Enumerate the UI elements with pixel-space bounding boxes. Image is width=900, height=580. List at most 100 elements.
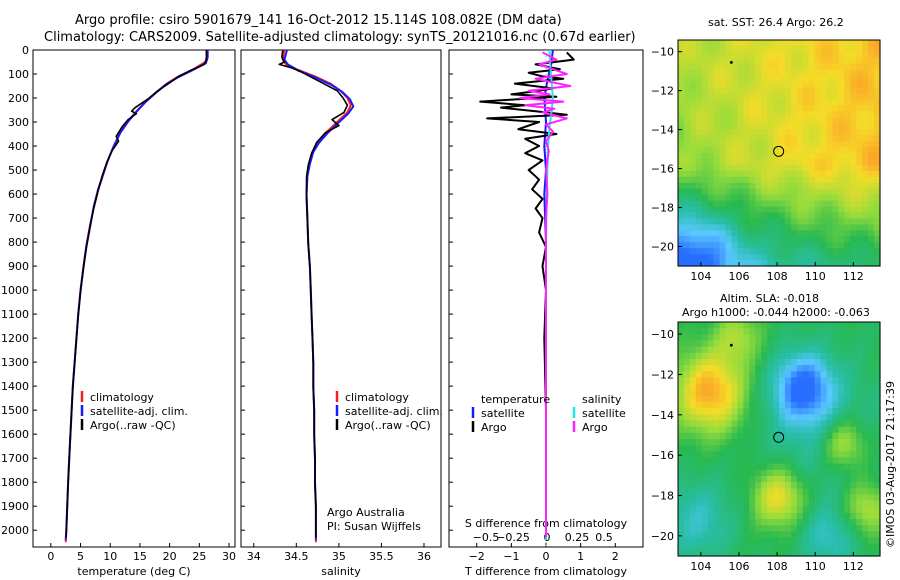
heatmap-cell — [856, 194, 863, 202]
heatmap-cell — [725, 352, 733, 360]
heatmap-cell — [796, 525, 804, 532]
heatmap-cell — [868, 254, 875, 261]
heatmap-cell — [767, 45, 774, 53]
heatmap-cell — [850, 254, 857, 261]
heatmap-cell — [731, 463, 739, 471]
heatmap-cell — [755, 141, 762, 148]
heatmap-cell — [683, 158, 691, 166]
heatmap-cell — [802, 519, 810, 526]
heatmap-cell — [767, 395, 774, 403]
heatmap-cell — [838, 188, 845, 196]
heatmap-cell — [838, 426, 845, 434]
heatmap-cell — [790, 135, 798, 142]
heatmap-cell — [862, 63, 869, 71]
heatmap-cell — [713, 153, 721, 160]
sst-map-panel: 104 106 108 110 112−10−12−14−16−18−20 — [651, 39, 881, 283]
heatmap-cell — [689, 224, 697, 231]
heatmap-cell — [695, 426, 703, 434]
heatmap-cell — [749, 352, 756, 360]
heatmap-cell — [850, 365, 857, 372]
heatmap-cell — [868, 432, 875, 440]
heatmap-cell — [784, 389, 792, 397]
heatmap-cell — [761, 51, 768, 59]
heatmap-cell — [808, 383, 816, 391]
heatmap-cell — [695, 260, 703, 267]
heatmap-cell — [713, 328, 721, 335]
heatmap-cell — [701, 506, 709, 514]
heatmap-cell — [713, 105, 721, 112]
heatmap-cell — [749, 230, 756, 237]
heatmap-cell — [838, 153, 845, 160]
heatmap-cell — [695, 525, 703, 532]
heatmap-cell — [832, 494, 840, 502]
heatmap-cell — [832, 377, 840, 385]
heatmap-cell — [874, 248, 881, 255]
heatmap-cell — [868, 340, 875, 348]
heatmap-cell — [683, 383, 691, 391]
heatmap-cell — [683, 537, 691, 545]
heatmap-cell — [802, 512, 810, 520]
heatmap-cell — [820, 371, 828, 379]
heatmap-cell — [784, 230, 792, 237]
heatmap-cell — [844, 147, 851, 154]
heatmap-cell — [731, 45, 739, 53]
heatmap-cell — [874, 81, 881, 89]
heatmap-cell — [868, 182, 875, 190]
heatmap-cell — [761, 463, 768, 471]
heatmap-cell — [683, 334, 691, 342]
heatmap-cell — [678, 482, 685, 489]
heatmap-cell — [784, 57, 792, 65]
heatmap-cell — [838, 224, 845, 231]
heatmap-cell — [743, 482, 750, 489]
heatmap-cell — [761, 40, 768, 47]
heatmap-cell — [838, 194, 845, 202]
heatmap-cell — [737, 389, 744, 397]
heatmap-cell — [796, 176, 804, 184]
heatmap-cell — [862, 40, 869, 47]
heatmap-cell — [761, 188, 768, 196]
heatmap-cell — [707, 200, 715, 208]
heatmap-cell — [737, 512, 744, 520]
heatmap-cell — [713, 93, 721, 101]
heatmap-cell — [802, 506, 810, 514]
heatmap-cell — [731, 531, 739, 539]
heatmap-cell — [755, 451, 762, 459]
heatmap-cell — [814, 377, 822, 385]
heatmap-cell — [790, 212, 798, 220]
heatmap-cell — [755, 40, 762, 47]
heatmap-cell — [749, 40, 756, 47]
heatmap-cell — [767, 426, 774, 434]
heatmap-cell — [838, 57, 845, 65]
heatmap-cell — [695, 383, 703, 391]
heatmap-cell — [874, 469, 881, 477]
heatmap-cell — [832, 500, 840, 508]
heatmap-cell — [850, 414, 857, 422]
heatmap-cell — [844, 346, 851, 354]
heatmap-cell — [678, 334, 685, 342]
heatmap-cell — [784, 494, 792, 502]
heatmap-cell — [784, 358, 792, 366]
heatmap-cell — [832, 147, 840, 154]
heatmap-cell — [707, 512, 715, 520]
heatmap-cell — [755, 153, 762, 160]
heatmap-cell — [749, 224, 756, 231]
heatmap-cell — [868, 469, 875, 477]
heatmap-cell — [850, 147, 857, 154]
heatmap-cell — [814, 506, 822, 514]
heatmap-cell — [713, 531, 721, 539]
heatmap-cell — [838, 182, 845, 190]
heatmap-cell — [796, 170, 804, 178]
heatmap-cell — [767, 383, 774, 391]
heatmap-cell — [707, 457, 715, 465]
heatmap-cell — [820, 153, 828, 160]
heatmap-cell — [820, 123, 828, 130]
heatmap-cell — [862, 129, 869, 136]
heatmap-cell — [678, 475, 685, 483]
heatmap-cell — [719, 426, 727, 434]
heatmap-cell — [767, 519, 774, 526]
heatmap-cell — [790, 105, 798, 112]
heatmap-cell — [731, 123, 739, 130]
heatmap-cell — [796, 206, 804, 214]
figure-title-line2: Climatology: CARS2009. Satellite-adjuste… — [44, 30, 636, 45]
heatmap-cell — [689, 365, 697, 372]
